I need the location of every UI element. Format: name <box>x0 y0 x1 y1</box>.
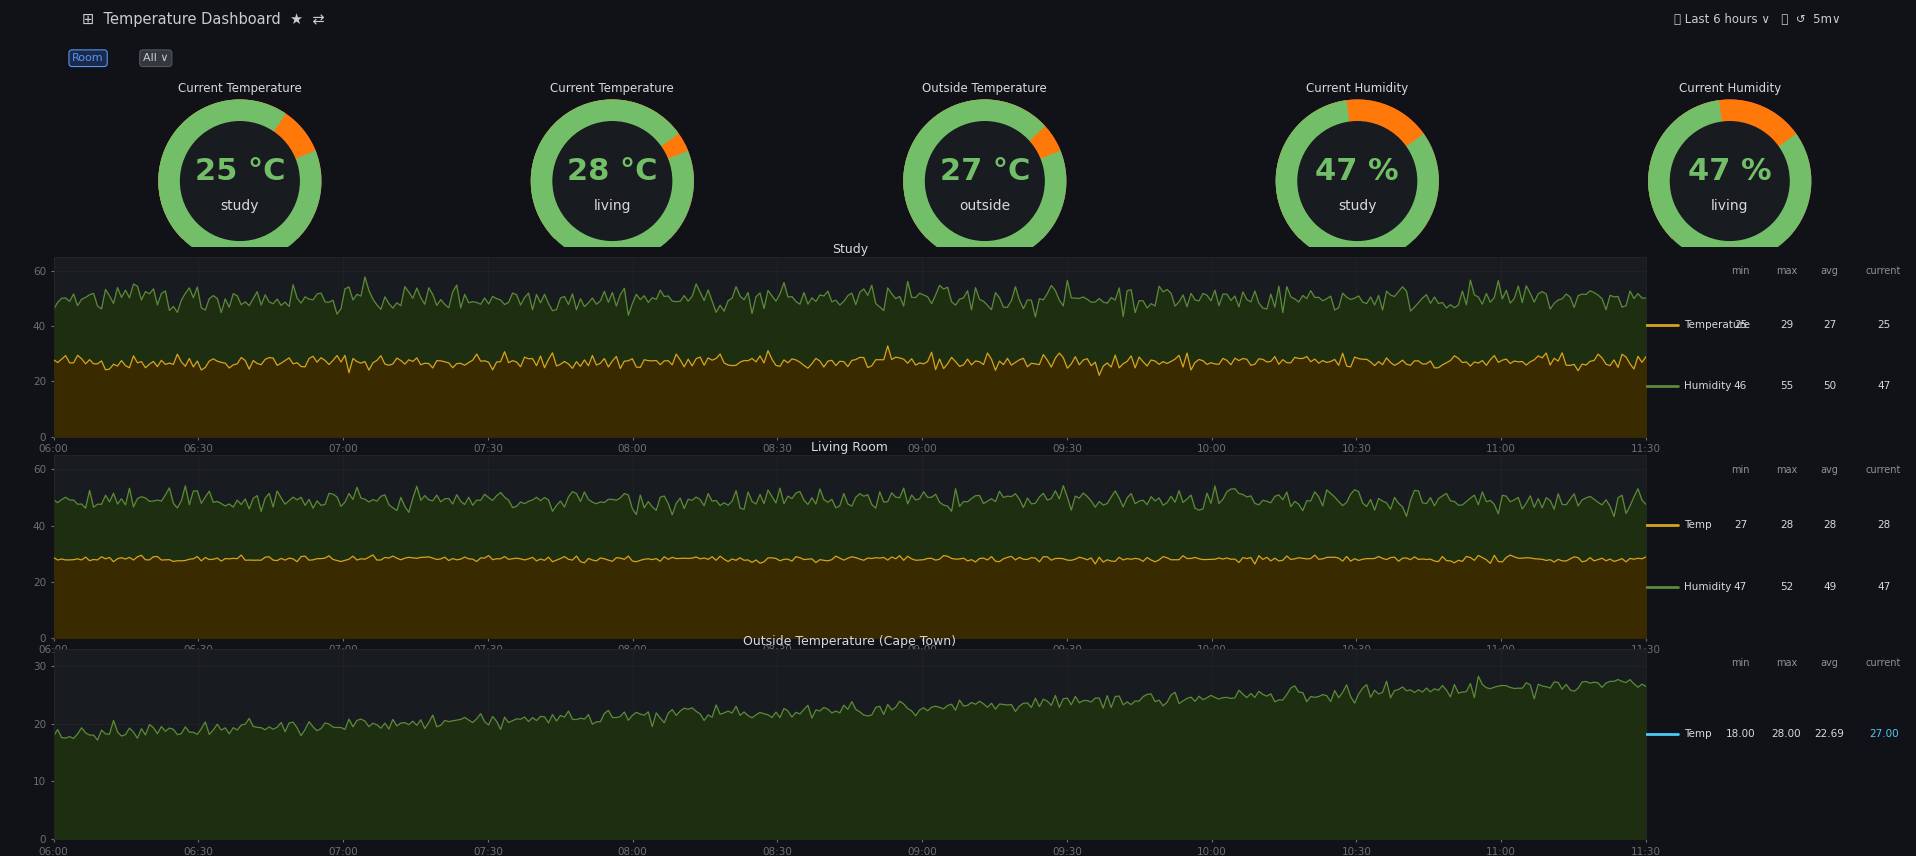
Wedge shape <box>1694 100 1811 238</box>
Text: 47 %: 47 % <box>1316 158 1399 187</box>
Text: Current Humidity: Current Humidity <box>1678 82 1780 95</box>
Title: Study: Study <box>832 242 868 256</box>
Wedge shape <box>904 100 1060 238</box>
Text: Current Temperature: Current Temperature <box>550 82 674 95</box>
Wedge shape <box>613 100 694 238</box>
Text: outside: outside <box>960 199 1010 212</box>
Text: Room: Room <box>73 53 103 63</box>
Circle shape <box>1297 122 1416 241</box>
Wedge shape <box>531 100 694 262</box>
Text: ⏱ Last 6 hours ∨   🔍  ↺  5m∨: ⏱ Last 6 hours ∨ 🔍 ↺ 5m∨ <box>1675 13 1841 26</box>
Wedge shape <box>1650 100 1795 238</box>
Wedge shape <box>240 100 320 238</box>
Text: 47 %: 47 % <box>1688 158 1772 187</box>
Wedge shape <box>1276 100 1439 238</box>
Wedge shape <box>159 100 320 262</box>
Text: living: living <box>594 199 630 212</box>
Text: Outside Temperature: Outside Temperature <box>922 82 1048 95</box>
Wedge shape <box>159 100 320 238</box>
Text: 27 °C: 27 °C <box>939 158 1031 187</box>
Wedge shape <box>1320 100 1439 238</box>
Circle shape <box>1671 122 1790 241</box>
Text: Current Temperature: Current Temperature <box>178 82 301 95</box>
Wedge shape <box>904 100 1044 238</box>
Wedge shape <box>1650 109 1811 262</box>
Wedge shape <box>904 100 1065 238</box>
Text: study: study <box>220 199 259 212</box>
Wedge shape <box>985 100 1065 238</box>
Wedge shape <box>159 100 314 238</box>
Wedge shape <box>904 100 1065 262</box>
Text: study: study <box>1337 199 1376 212</box>
Wedge shape <box>531 100 678 238</box>
Text: ⊞  Temperature Dashboard  ★  ⇄: ⊞ Temperature Dashboard ★ ⇄ <box>82 12 324 27</box>
Text: 28 °C: 28 °C <box>567 158 657 187</box>
Circle shape <box>925 122 1044 241</box>
Wedge shape <box>531 100 694 238</box>
Title: Living Room: Living Room <box>810 441 889 455</box>
Text: 25 °C: 25 °C <box>195 158 285 187</box>
Text: living: living <box>1711 199 1749 212</box>
Wedge shape <box>1650 101 1721 238</box>
Wedge shape <box>1276 109 1439 262</box>
Text: Current Humidity: Current Humidity <box>1307 82 1408 95</box>
Wedge shape <box>1276 101 1349 238</box>
Circle shape <box>180 122 299 241</box>
Wedge shape <box>1650 100 1811 238</box>
Wedge shape <box>159 100 285 238</box>
Wedge shape <box>531 100 688 238</box>
Circle shape <box>554 122 673 241</box>
Wedge shape <box>1276 100 1424 238</box>
Text: All ∨: All ∨ <box>144 53 169 63</box>
Title: Outside Temperature (Cape Town): Outside Temperature (Cape Town) <box>743 634 956 648</box>
